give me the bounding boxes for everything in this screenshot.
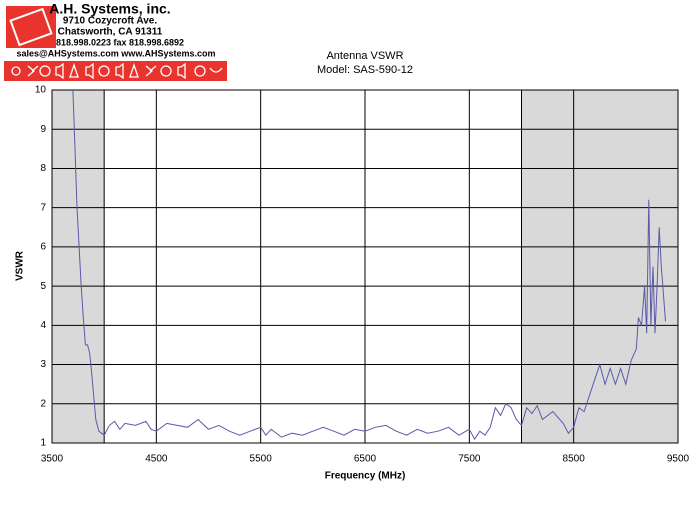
y-axis-label: VSWR xyxy=(15,250,26,281)
shaded-region xyxy=(521,89,679,444)
x-tick-label: 5500 xyxy=(250,454,273,465)
y-tick-label: 9 xyxy=(40,124,46,135)
y-tick-label: 1 xyxy=(40,438,46,449)
y-tick-label: 5 xyxy=(40,281,46,292)
shaded-region xyxy=(51,89,105,444)
logo-icons xyxy=(11,62,223,80)
y-tick-label: 4 xyxy=(40,320,46,331)
plot-border xyxy=(51,89,679,444)
phone: 818.998.0223 fax 818.998.6892 xyxy=(56,37,184,47)
x-tick-label: 3500 xyxy=(41,454,64,465)
vswr-line xyxy=(72,89,666,441)
x-tick-label: 4500 xyxy=(145,454,168,465)
x-tick-label: 7500 xyxy=(458,454,481,465)
x-tick-label: 8500 xyxy=(563,454,586,465)
y-tick-label: 3 xyxy=(40,359,46,370)
y-tick-label: 10 xyxy=(35,85,47,96)
x-tick-label: 6500 xyxy=(354,454,377,465)
company: A.H. Systems, inc. xyxy=(49,1,170,17)
logo: A.H. Systems, inc. 9710 Cozycroft Ave. C… xyxy=(4,1,227,81)
web: sales@AHSystems.com www.AHSystems.com xyxy=(16,48,215,58)
y-tick-label: 7 xyxy=(40,202,46,213)
chart-subtitle: Model: SAS-590-12 xyxy=(317,64,413,76)
y-tick-label: 2 xyxy=(40,398,46,409)
x-tick-label: 9500 xyxy=(667,454,690,465)
logo-shape xyxy=(9,7,53,47)
city: Chatsworth, CA 91311 xyxy=(58,27,163,38)
address: 9710 Cozycroft Ave. xyxy=(63,16,158,27)
chart-title: Antenna VSWR xyxy=(326,50,403,62)
y-tick-label: 6 xyxy=(40,242,46,253)
y-tick-label: 8 xyxy=(40,163,46,174)
x-axis-label: Frequency (MHz) xyxy=(325,471,406,482)
